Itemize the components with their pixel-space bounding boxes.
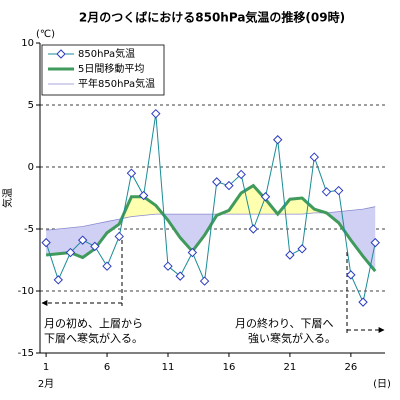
x-tick-label: 16 [223, 362, 236, 373]
y-tick-label: -15 [18, 348, 34, 359]
marker [114, 231, 124, 242]
marker [163, 261, 173, 271]
marker [333, 185, 344, 196]
marker [358, 297, 368, 307]
annotation: 月の初め、上層から [44, 316, 143, 330]
x-tick-label: 6 [104, 362, 110, 373]
marker [151, 108, 161, 119]
y-tick-label: 10 [21, 38, 34, 49]
legend-label: 5日間移動平均 [78, 62, 144, 75]
annotation: 強い寒気が入る。 [248, 331, 336, 345]
legend-label: 850hPa気温 [78, 47, 135, 60]
legend-marker [56, 49, 66, 59]
marker [273, 135, 283, 145]
marker [187, 247, 198, 258]
x-tick-label: 11 [162, 362, 175, 373]
y-axis-label: 気温 [1, 188, 14, 208]
marker [260, 192, 271, 202]
marker [199, 276, 210, 286]
marker [285, 250, 295, 260]
series-line [45, 113, 376, 304]
marker [212, 177, 222, 187]
marker [175, 271, 185, 281]
marker [77, 235, 88, 245]
marker [126, 168, 137, 178]
marker [53, 275, 63, 285]
marker [346, 270, 356, 280]
marker [224, 180, 234, 191]
x-month-label: 2月 [38, 378, 54, 390]
annotation-arrows [41, 240, 385, 333]
y-unit: (℃) [36, 29, 55, 40]
annotation: 下層へ寒気が入る。 [44, 331, 143, 345]
marker [102, 261, 112, 271]
marker [248, 224, 259, 234]
x-tick-label: 21 [284, 362, 297, 373]
y-tick-label: 0 [28, 162, 34, 173]
annotation: 月の終わり、下層へ [235, 316, 334, 330]
marker [321, 187, 332, 197]
series-line [45, 183, 377, 273]
chart-title: 2月のつくばにおける850hPa気温の推移(09時) [79, 10, 345, 25]
x-tick-label: 1 [43, 362, 49, 373]
y-tick-label: -5 [24, 224, 34, 235]
x-unit: (日) [373, 379, 391, 390]
marker [309, 152, 320, 162]
marker [138, 190, 149, 201]
x-tick-label: 26 [344, 362, 357, 373]
legend-label: 平年850hPa気温 [78, 77, 155, 90]
marker [297, 244, 307, 254]
marker [236, 169, 246, 180]
y-tick-label: -10 [18, 286, 34, 297]
marker [90, 241, 100, 252]
marker [65, 247, 76, 258]
series-line [46, 206, 376, 231]
y-tick-label: 5 [28, 100, 34, 111]
marker [41, 237, 51, 248]
marker [370, 237, 380, 248]
